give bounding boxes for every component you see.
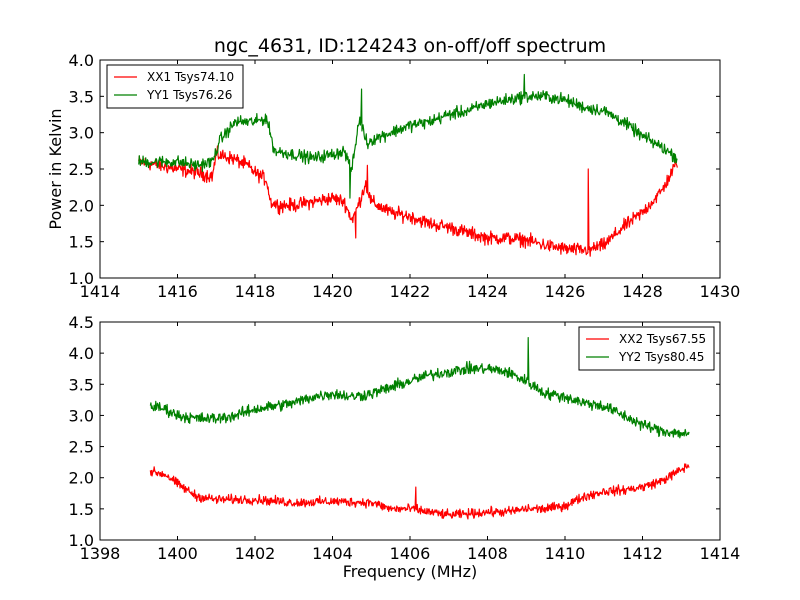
y-tick-label: 3.5 — [69, 375, 94, 394]
x-tick-label: 1418 — [235, 282, 276, 301]
y-tick-label: 2.5 — [69, 438, 94, 457]
x-tick-label: 1404 — [312, 544, 353, 563]
top-panel: 1414 1416 1418 1420 1422 1424 1426 1428 1430 1.0 1… — [46, 35, 740, 301]
y-tick-label: 2.5 — [69, 160, 94, 179]
x-axis-label: Frequency (MHz) — [343, 562, 477, 581]
series-line-xx2 — [149, 463, 690, 520]
x-tick-label: 1416 — [157, 282, 198, 301]
x-tick-label: 1406 — [390, 544, 431, 563]
series-group — [138, 73, 678, 257]
x-tick-label: 1424 — [467, 282, 508, 301]
series-line-yy2 — [149, 336, 690, 439]
y-tick-label: 4.5 — [69, 313, 94, 332]
y-tick-label: 3.5 — [69, 87, 94, 106]
chart-title: ngc_4631, ID:124243 on-off/off spectrum — [214, 35, 606, 57]
x-tick-label: 1422 — [390, 282, 431, 301]
x-tick-label: 1400 — [157, 544, 198, 563]
x-tick-label: 1412 — [622, 544, 663, 563]
y-tick-label: 2.0 — [69, 196, 94, 215]
y-tick-label: 4.0 — [69, 51, 94, 70]
x-tick-label: 1408 — [467, 544, 508, 563]
legend: XX1 Tsys74.10 YY1 Tsys76.26 — [106, 64, 244, 109]
legend-label: XX1 Tsys74.10 — [147, 70, 234, 84]
legend-label: YY1 Tsys76.26 — [146, 88, 232, 102]
y-tick-label: 1.5 — [69, 500, 94, 519]
x-tick-label: 1414 — [700, 544, 741, 563]
x-tick-label: 1420 — [312, 282, 353, 301]
x-tick-label: 1410 — [545, 544, 586, 563]
x-tick-label: 1414 — [80, 282, 121, 301]
legend-box — [106, 64, 244, 109]
legend: XX2 Tsys67.55 YY2 Tsys80.45 — [578, 326, 715, 371]
y-tick-label: 3.0 — [69, 124, 94, 143]
x-tick-label: 1426 — [545, 282, 586, 301]
legend-box — [578, 326, 715, 371]
y-tick-label: 1.0 — [69, 531, 94, 550]
x-tick-label: 1430 — [700, 282, 741, 301]
y-tick-label: 3.0 — [69, 406, 94, 425]
y-tick-label: 1.5 — [69, 233, 94, 252]
y-tick-label: 2.0 — [69, 469, 94, 488]
bottom-panel: 1398 1400 1402 1404 1406 1408 1410 1412 1414 1.0 1… — [69, 313, 741, 581]
series-group — [149, 336, 690, 520]
y-tick-label: 4.0 — [69, 344, 94, 363]
y-tick-label: 1.0 — [69, 269, 94, 288]
x-tick-label: 1428 — [622, 282, 663, 301]
x-tick-label: 1402 — [235, 544, 276, 563]
legend-label: YY2 Tsys80.45 — [618, 350, 704, 364]
series-line-yy1 — [138, 73, 678, 199]
x-tick-label: 1398 — [80, 544, 121, 563]
legend-label: XX2 Tsys67.55 — [619, 332, 706, 346]
y-axis-label: Power in Kelvin — [46, 108, 65, 229]
series-line-xx1 — [138, 145, 678, 257]
